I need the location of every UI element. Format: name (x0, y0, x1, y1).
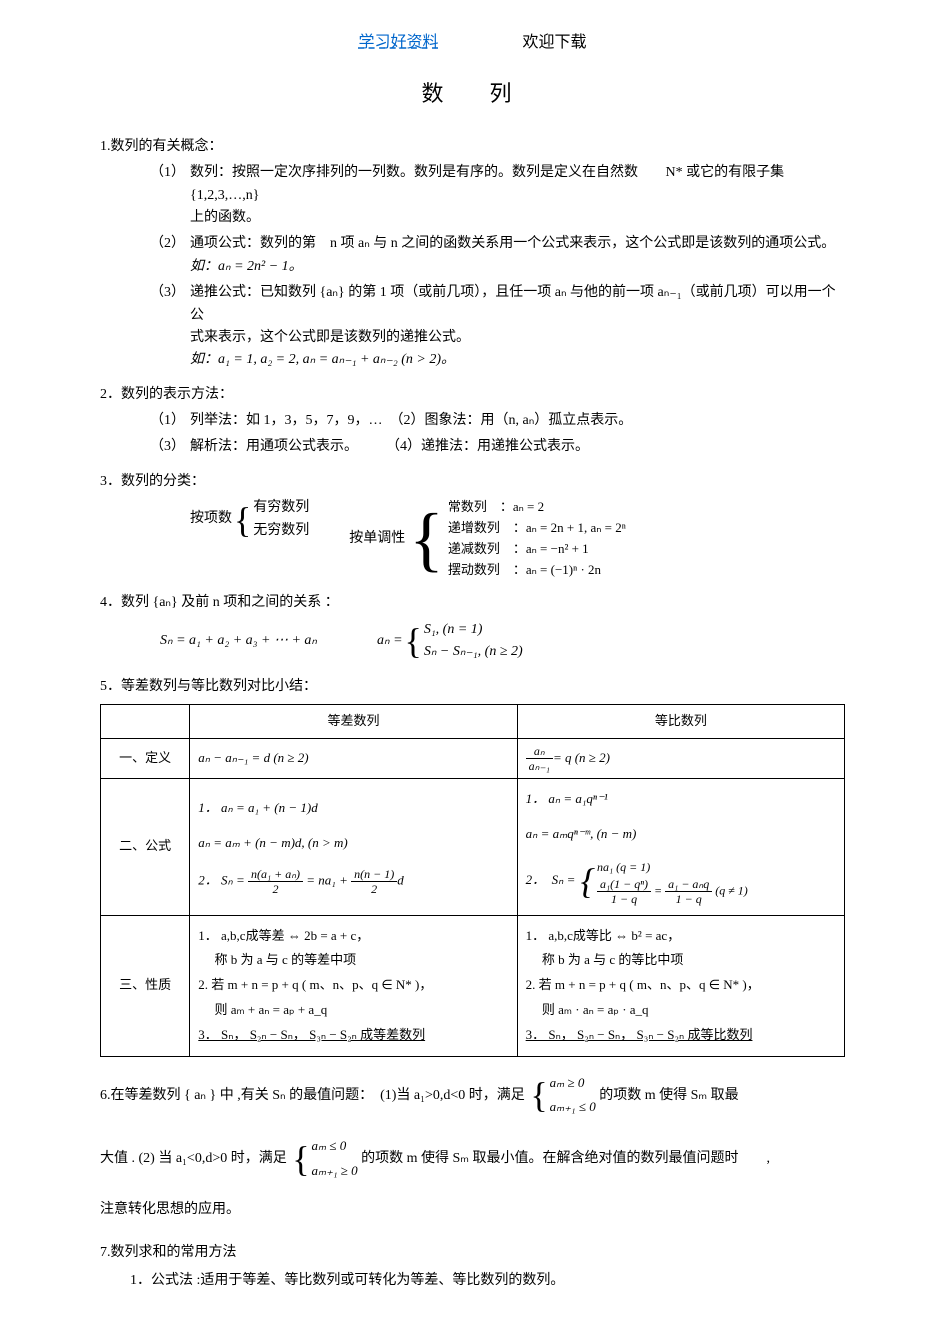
r3c1-l2b: 则 aₘ + aₙ = aₚ + a_q (198, 1000, 508, 1021)
s3-right-label: 按单调性 (349, 528, 405, 550)
section-1-head: 1.数列的有关概念： (100, 136, 845, 158)
s1-i3-c: 如：a₁ = 1, a₂ = 2, aₙ = aₙ₋₁ + aₙ₋₂ (n > … (190, 349, 845, 371)
th-col1: 等差数列 (190, 705, 517, 739)
s6-e: 注意转化思想的应用。 (100, 1197, 845, 1224)
r1c2: = q (n ≥ 2) (553, 748, 610, 769)
s6-c: 大值 . (2) 当 a₁<0,d>0 时，满足 (100, 1151, 290, 1166)
s3-left: 按项数 { 有穷数列 无穷数列 (190, 497, 309, 542)
r2c1-l3: 2． Sₙ = n(a₁ + aₙ)2 = na₁ + n(n − 1)2d (198, 868, 508, 895)
s2-i1: （1） 列举法：如 1，3，5，7，9，… （2）图象法：用（n, aₙ）孤立点… (150, 410, 845, 432)
r2c2-l1: 1． aₙ = a₁qⁿ⁻¹ (526, 789, 836, 810)
r3c2-l3: 3． Sₙ， S₂ₙ − Sₙ， S₃ₙ − S₂ₙ 成等比数列 (526, 1025, 836, 1046)
section-5-head: 5．等差数列与等比数列对比小结： (100, 676, 845, 698)
s1-i3: （3） 递推公式：已知数列 {aₙ} 的第 1 项（或前几项），且任一项 aₙ … (150, 282, 845, 372)
r2c2-l2: aₙ = aₘqⁿ⁻ᵐ, (n − m) (526, 824, 836, 845)
s1-i1-a: 数列：按照一定次序排列的一列数。数列是有序的。数列是定义在自然数 (190, 165, 638, 180)
s2-i3: （3） 解析法：用通项公式表示。 （4）递推法：用递推公式表示。 (150, 436, 845, 458)
s1-i2-num: （2） (150, 233, 190, 278)
s1-i3-b: 式来表示，这个公式即是该数列的递推公式。 (190, 327, 845, 349)
row3-head: 三、性质 (101, 915, 190, 1056)
s3-left-label: 按项数 (190, 508, 232, 530)
s2-i3-num: （3） (150, 436, 190, 458)
s2-i3-body: 解析法：用通项公式表示。 （4）递推法：用递推公式表示。 (190, 436, 845, 458)
s1-i2-a: 通项公式：数列的第 n 项 aₙ 与 n 之间的函数关系用一个公式来表示，这个公… (190, 233, 845, 255)
s6-a: 6.在等差数列 { aₙ } 中 ,有关 Sₙ 的最值问题： (1)当 a₁>0… (100, 1087, 528, 1102)
s4-right-lead: aₙ = (377, 630, 403, 652)
s6-b: 的项数 m 使得 Sₘ 取最 (599, 1087, 738, 1102)
section-3-head: 3．数列的分类： (100, 471, 845, 493)
s2-i1-num: （1） (150, 410, 190, 432)
s4-right-opt-0: S₁, (n = 1) (424, 619, 523, 641)
r3c2-l1: 1． a,b,c成等比 ⇔ b² = ac， (526, 926, 836, 947)
header-left: 学习好资料 (358, 34, 498, 51)
s6-d: 的项数 m 使得 Sₘ 取最小值。在解含绝对值的数列最值问题时 , (361, 1151, 770, 1166)
page-header: 学习好资料 欢迎下载 (100, 30, 845, 56)
s3-right-opt-1: 递增数列 ：aₙ = 2n + 1, aₙ = 2ⁿ (448, 518, 626, 539)
r3c1-l3: 3． Sₙ， S₂ₙ − Sₙ， S₃ₙ − S₂ₙ 成等差数列 (198, 1025, 508, 1046)
s6-br1-0: aₘ ≥ 0 (550, 1071, 596, 1096)
page-title: 数 列 (100, 76, 845, 111)
s1-i2-b: 如：aₙ = 2n² − 1。 (190, 256, 845, 278)
s3-row: 按项数 { 有穷数列 无穷数列 按单调性 { 常数列 ：aₙ = 2 递增数列 … (190, 497, 845, 580)
r3c1-l2: 2. 若 m + n = p + q ( m、n、p、q ∈ N* )， (198, 975, 508, 996)
brace-icon: { (405, 623, 422, 659)
r3c1-l1b: 称 b 为 a 与 c 的等差中项 (198, 950, 508, 971)
table-row: 一、定义 aₙ − aₙ₋₁ = d (n ≥ 2) aₙaₙ₋₁ = q (n… (101, 738, 845, 778)
section-4-head: 4．数列 {aₙ} 及前 n 项和之间的关系 ： (100, 592, 845, 614)
brace-icon: { (234, 502, 251, 538)
brace-icon: { (530, 1077, 547, 1113)
s3-right: 按单调性 { 常数列 ：aₙ = 2 递增数列 ：aₙ = 2n + 1, aₙ… (349, 497, 626, 580)
brace-icon: { (409, 503, 444, 575)
s1-i3-a: 递推公式：已知数列 {aₙ} 的第 1 项（或前几项），且任一项 aₙ 与他的前… (190, 282, 845, 327)
s4-left: Sₙ = a₁ + a₂ + a₃ + ⋯ + aₙ (160, 630, 317, 652)
header-right: 欢迎下载 (503, 34, 587, 51)
table-row: 三、性质 1． a,b,c成等差 ⇔ 2b = a + c， 称 b 为 a 与… (101, 915, 845, 1056)
r2c2-l3: 2． Sₙ = { na₁ (q = 1) a₁(1 − qⁿ)1 − q = … (526, 858, 836, 904)
s1-i1-c: 上的函数。 (190, 207, 845, 229)
r1c1: aₙ − aₙ₋₁ = d (n ≥ 2) (198, 750, 308, 765)
section-2-head: 2．数列的表示方法： (100, 384, 845, 406)
th-blank (101, 705, 190, 739)
s4-right-opt-1: Sₙ − Sₙ₋₁, (n ≥ 2) (424, 641, 523, 663)
th-col2: 等比数列 (517, 705, 844, 739)
s1-i2: （2） 通项公式：数列的第 n 项 aₙ 与 n 之间的函数关系用一个公式来表示… (150, 233, 845, 278)
brace-icon: { (581, 863, 595, 899)
section-7-head: 7.数列求和的常用方法 (100, 1242, 845, 1264)
s3-right-opt-3: 摆动数列 ：aₙ = (−1)ⁿ · 2n (448, 560, 626, 581)
s1-i1-num: （1） (150, 162, 190, 229)
s1-i1: （1） 数列：按照一定次序排列的一列数。数列是有序的。数列是定义在自然数 N* … (150, 162, 845, 229)
r2c1-l2: aₙ = aₘ + (n − m)d, (n > m) (198, 833, 508, 854)
s6-br1-1: aₘ₊₁ ≤ 0 (550, 1095, 596, 1120)
s2-i1-body: 列举法：如 1，3，5，7，9，… （2）图象法：用（n, aₙ）孤立点表示。 (190, 410, 845, 432)
r3c2-l2: 2. 若 m + n = p + q ( m、n、p、q ∈ N* )， (526, 975, 836, 996)
s6-br2-0: aₘ ≤ 0 (312, 1134, 358, 1159)
r2c1-l1: 1． aₙ = a₁ + (n − 1)d (198, 798, 508, 819)
r3c2-l2b: 则 aₘ · aₙ = aₚ · a_q (526, 1000, 836, 1021)
section-6b: 大值 . (2) 当 a₁<0,d>0 时，满足 { aₘ ≤ 0 aₘ₊₁ ≥… (100, 1134, 845, 1183)
s3-right-opt-2: 递减数列 ：aₙ = −n² + 1 (448, 539, 626, 560)
s3-right-opt-0: 常数列 ：aₙ = 2 (448, 497, 626, 518)
table-row: 二、公式 1． aₙ = a₁ + (n − 1)d aₙ = aₘ + (n … (101, 778, 845, 915)
r3c2-l1b: 称 b 为 a 与 c 的等比中项 (526, 950, 836, 971)
s7-l1: 1．公式法 :适用于等差、等比数列或可转化为等差、等比数列的数列。 (130, 1270, 845, 1292)
comparison-table: 等差数列 等比数列 一、定义 aₙ − aₙ₋₁ = d (n ≥ 2) aₙa… (100, 704, 845, 1057)
r3c1-l1: 1． a,b,c成等差 ⇔ 2b = a + c， (198, 926, 508, 947)
s3-left-opt-0: 有穷数列 (253, 497, 309, 519)
row1-head: 一、定义 (101, 738, 190, 778)
s6-br2-1: aₘ₊₁ ≥ 0 (312, 1159, 358, 1184)
row2-head: 二、公式 (101, 778, 190, 915)
s1-i3-num: （3） (150, 282, 190, 372)
s4-row: Sₙ = a₁ + a₂ + a₃ + ⋯ + aₙ aₙ = { S₁, (n… (160, 619, 845, 664)
section-6: 6.在等差数列 { aₙ } 中 ,有关 Sₙ 的最值问题： (1)当 a₁>0… (100, 1071, 845, 1120)
s3-left-opt-1: 无穷数列 (253, 520, 309, 542)
brace-icon: { (292, 1141, 309, 1177)
